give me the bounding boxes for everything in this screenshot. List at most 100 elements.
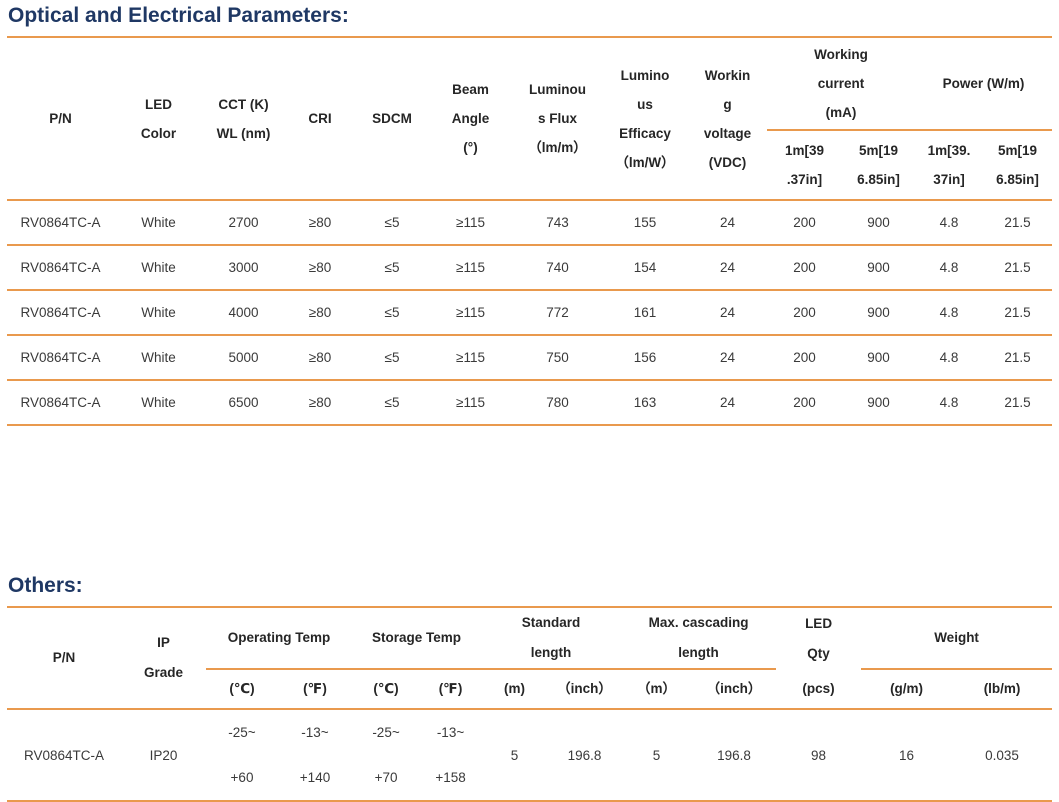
others-table: P/N IP Grade Operating Temp Storage Temp… [7,606,1053,802]
table-cell: 4.8 [939,260,959,275]
table-cell: 740 [546,260,569,275]
col-group-operating-temp: Operating Temp [206,607,353,670]
table-cell: 4000 [228,305,259,320]
table-cell: 21.5 [1004,215,1031,230]
col-subheader-cascading-inch: （inch） [706,681,762,696]
table-cell: ≥80 [308,305,332,320]
col-subheader-weight-gm: (g/m) [890,681,924,696]
col-subheader-power-5m: 5m[19 6.85in] [996,143,1039,187]
table-cell: IP20 [149,747,178,763]
col-group-storage-temp: Storage Temp [352,607,482,670]
table-cell: ≥80 [308,260,332,275]
table-cell: ≤5 [384,215,400,230]
table-cell: ≥80 [308,350,332,365]
table-cell: RV0864TC-A [20,305,101,320]
col-subheader-standard-inch: （inch） [557,681,612,696]
col-header-pn: P/N [49,111,72,126]
table-row: RV0864TC-A White 5000 ≥80 ≤5 ≥115 750 156 24 200 9… [7,335,1053,380]
table-cell: ≥115 [456,215,485,230]
table-cell: 21.5 [1004,260,1031,275]
table-cell: 154 [633,260,657,275]
col-subheader-weight-lbm: (lb/m) [983,681,1021,696]
table-cell: ≥115 [456,260,485,275]
table-cell: ≤5 [384,305,400,320]
col-subheader-operating-celsius: (℃) [229,681,255,696]
col-header-ip-grade: IP Grade [143,635,184,680]
col-subheader-current-1m: 1m[39 .37in] [784,143,825,187]
table-cell: 155 [633,215,657,230]
table-cell: 21.5 [1004,395,1031,410]
col-subheader-cascading-m: （m） [637,681,677,696]
table-cell: White [141,305,176,320]
col-header-luminous-flux: Luminou s Flux （lm/m） [528,82,587,155]
table-row: RV0864TC-A White 6500 ≥80 ≤5 ≥115 780 163 24 200 9… [7,380,1053,425]
table-cell: RV0864TC-A [20,215,101,230]
col-group-working-current: Working current (mA) [767,37,915,131]
col-subheader-storage-fahrenheit: (℉) [438,681,463,696]
table-cell: 196.8 [567,747,602,763]
optical-parameters-table: P/N LED Color CCT (K) WL (nm) CRI SDCM B… [7,36,1053,426]
table-cell: White [141,350,176,365]
col-subheader-operating-fahrenheit: (℉) [303,681,327,696]
col-header-pn: P/N [52,650,76,665]
table-cell: RV0864TC-A [20,395,101,410]
table-cell: 24 [719,260,736,275]
table-cell: 24 [719,350,736,365]
table-cell: 156 [633,350,657,365]
table-cell: ≤5 [384,395,400,410]
col-group-led-qty: LED Qty [805,615,833,661]
others-section-title: Others: [8,574,83,597]
table-cell: 5 [652,747,661,763]
table-cell: 4.8 [939,215,959,230]
table-row: RV0864TC-A White 4000 ≥80 ≤5 ≥115 772 161 24 200 9… [7,290,1053,335]
table-cell: RV0864TC-A [20,350,101,365]
table-cell: 780 [546,395,569,410]
optical-section-title: Optical and Electrical Parameters: [8,4,349,27]
table-cell: 98 [811,747,827,763]
col-header-beam-angle: Beam Angle (°) [451,82,490,155]
table-cell: 6500 [228,395,259,410]
table-cell: 900 [867,260,890,275]
col-header-luminous-efficacy: Lumino us Efficacy （lm/W） [615,67,675,170]
table-cell: 24 [719,215,736,230]
col-group-power: Power (W/m) [915,37,1053,131]
table-cell: White [141,215,176,230]
table-cell: 4.8 [939,350,959,365]
col-group-standard-length: Standard length [481,607,622,670]
table-cell: ≥115 [456,350,485,365]
table-cell: 5 [510,747,519,763]
col-subheader-power-1m: 1m[39. 37in] [927,143,971,187]
table-row: RV0864TC-A White 2700 ≥80 ≤5 ≥115 743 155 24 200 9… [7,200,1052,245]
table-cell: 900 [867,305,890,320]
table-cell: 196.8 [717,747,751,763]
col-subheader-standard-m: (m) [504,681,526,696]
table-cell: 4.8 [939,305,959,320]
col-header-cri: CRI [308,111,332,126]
table-cell: ≥80 [308,395,332,410]
table-row: RV0864TC-A IP20 -25~ +60 -13~ +140 -25~ +70 -… [7,709,1052,801]
col-header-sdcm: SDCM [372,111,412,126]
table-cell: 200 [793,395,816,410]
others-section: Others: P/N IP Grade Operating Temp Stor… [7,570,1053,802]
table-cell: 21.5 [1004,350,1031,365]
table-cell: 200 [793,215,816,230]
table-cell: 3000 [228,260,259,275]
table-cell: 900 [867,215,890,230]
table-cell: 743 [546,215,569,230]
table-cell: 750 [546,350,569,365]
table-cell: RV0864TC-A [20,260,101,275]
col-group-weight: Weight [861,607,1053,670]
table-cell: 4.8 [939,395,959,410]
table-cell: 900 [867,395,890,410]
table-cell: 16 [899,747,915,763]
table-cell: White [141,260,176,275]
table-cell: -13~ +140 [299,725,331,785]
table-cell: 24 [719,395,736,410]
table-cell: 21.5 [1004,305,1031,320]
table-row: RV0864TC-A White 3000 ≥80 ≤5 ≥115 740 154 24 200 9… [7,245,1053,290]
col-subheader-led-pcs: (pcs) [802,680,835,696]
col-subheader-storage-celsius: (℃) [373,681,399,696]
table-cell: 200 [793,350,816,365]
table-cell: RV0864TC-A [23,747,105,763]
